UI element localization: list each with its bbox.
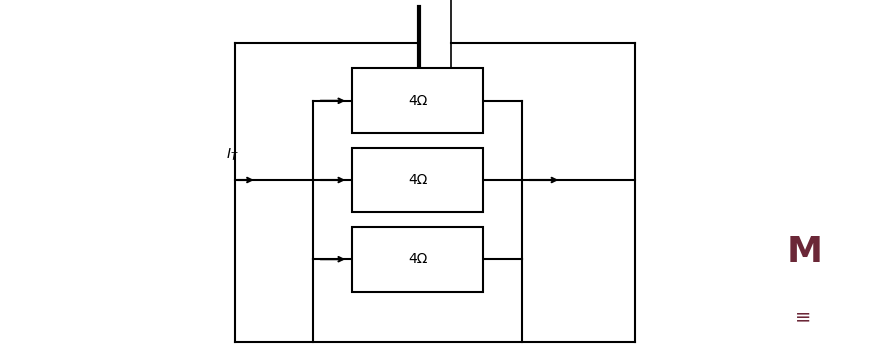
Text: ≡: ≡ — [794, 307, 810, 326]
Text: M: M — [786, 235, 822, 269]
Bar — [352, 227, 482, 292]
Bar — [352, 68, 482, 133]
Text: 4Ω: 4Ω — [408, 173, 427, 187]
Text: 4Ω: 4Ω — [408, 94, 427, 108]
Bar — [352, 148, 482, 212]
Text: 4Ω: 4Ω — [408, 252, 427, 266]
Text: $I_T$: $I_T$ — [226, 147, 239, 163]
